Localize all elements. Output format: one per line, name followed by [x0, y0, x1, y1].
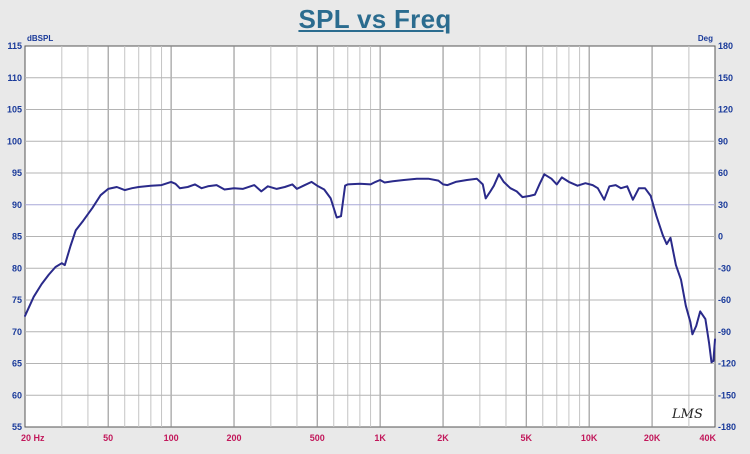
- y-tick-label: 85: [12, 232, 22, 242]
- y2-tick-label: 90: [718, 136, 728, 146]
- y2-tick-label: 0: [718, 232, 723, 242]
- y2-tick-label: 180: [718, 41, 733, 51]
- x-tick-label: 20K: [644, 433, 661, 443]
- y-tick-label: 105: [7, 105, 22, 115]
- x-tick-label: 100: [164, 433, 179, 443]
- y-tick-label: 95: [12, 168, 22, 178]
- y2-tick-label: -120: [718, 359, 736, 369]
- chart-title: SPL vs Freq: [298, 4, 452, 34]
- y2-tick-label: -60: [718, 295, 731, 305]
- x-tick-label: 20 Hz: [21, 433, 45, 443]
- spl-series-line: [24, 173, 716, 364]
- y-tick-label: 115: [7, 41, 22, 51]
- y2-tick-label: 30: [718, 200, 728, 210]
- y-tick-label: 110: [7, 73, 22, 83]
- y-tick-label: 75: [12, 295, 22, 305]
- y2-tick-label: -30: [718, 263, 731, 273]
- x-tick-label: 500: [310, 433, 325, 443]
- y2-tick-label: -180: [718, 422, 736, 432]
- y-tick-label: 60: [12, 390, 22, 400]
- x-tick-label: 10K: [581, 433, 598, 443]
- y-axis-left: 115 110 105 100 95 90 85 80 75 70 65 60 55: [7, 41, 22, 432]
- y-tick-label: 90: [12, 200, 22, 210]
- x-tick-label: 5K: [520, 433, 532, 443]
- x-tick-label: 2K: [437, 433, 449, 443]
- y-tick-label: 55: [12, 422, 22, 432]
- y2-tick-label: 150: [718, 73, 733, 83]
- y2-tick-label: 120: [718, 105, 733, 115]
- x-tick-label: 50: [103, 433, 113, 443]
- y-axis-unit: dBSPL: [27, 34, 53, 43]
- series-group: [24, 173, 716, 364]
- y2-tick-label: -150: [718, 390, 736, 400]
- grid: [25, 46, 715, 427]
- x-tick-label: 40K: [699, 433, 716, 443]
- y-tick-label: 100: [7, 136, 22, 146]
- y-tick-label: 80: [12, 263, 22, 273]
- y2-axis-unit: Deg: [698, 34, 713, 43]
- lms-logo: LMS: [671, 407, 703, 422]
- y-tick-label: 70: [12, 327, 22, 337]
- x-tick-label: 1K: [374, 433, 386, 443]
- y-axis-right: 180 150 120 90 60 30 0 -30 -60 -90 -120 -150 -180: [718, 41, 736, 432]
- y-tick-label: 65: [12, 359, 22, 369]
- y2-tick-label: 60: [718, 168, 728, 178]
- y2-tick-label: -90: [718, 327, 731, 337]
- x-tick-label: 200: [227, 433, 242, 443]
- x-axis: 20 Hz 50 100 200 500 1K 2K 5K 10K 20K 40K: [21, 433, 716, 443]
